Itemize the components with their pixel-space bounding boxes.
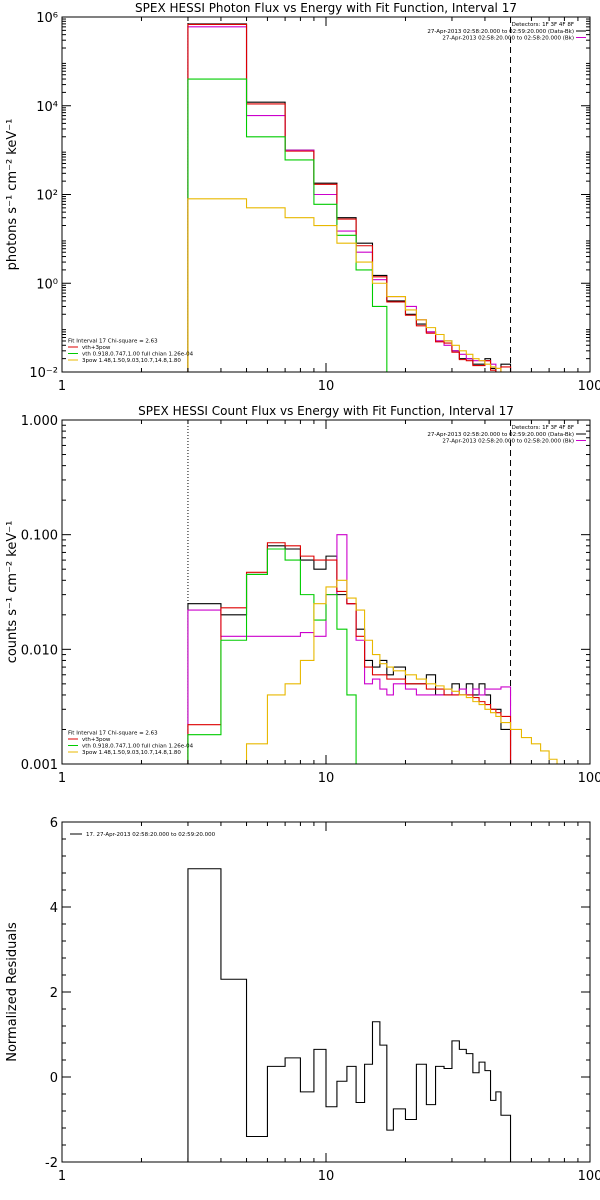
series-line-4 <box>187 78 406 372</box>
legend-entry-text: 3pow 1.48,1.50,9.03,10.7,14.8,1.80 <box>82 750 181 756</box>
series-line-3 <box>187 23 512 372</box>
y-tick-label: 10⁰ <box>36 277 58 292</box>
y-tick-label: 10⁻² <box>29 366 58 381</box>
legend-bottom-left: Fit Interval 17 Chi-square = 2.63vth+3po… <box>68 339 194 364</box>
legend-entry-text: vth 0.918,0.747,1.00 full chian 1.26e-04 <box>82 352 194 358</box>
legend-entry-text: 27-Apr-2013 02:58:20.000 to 02:59:20.000… <box>427 432 574 438</box>
y-tick-label: 0.010 <box>21 643 58 658</box>
x-tick-label: 100 <box>578 379 600 394</box>
plot-data <box>187 17 541 372</box>
y-axis-label: photons s⁻¹ cm⁻² keV⁻¹ <box>5 119 20 271</box>
x-tick-label: 1 <box>58 379 66 394</box>
legend-entry-text: 27-Apr-2013 02:58:20.000 to 02:58:20.000… <box>442 439 574 445</box>
chart-title: SPEX HESSI Photon Flux vs Energy with Fi… <box>135 1 517 15</box>
x-tick-label: 10 <box>318 1169 335 1184</box>
plot-data <box>187 420 578 764</box>
x-tick-label: 100 <box>578 1169 600 1184</box>
y-tick-label: 10⁶ <box>36 11 58 26</box>
y-tick-label: 2 <box>50 986 58 1001</box>
legend-header: Detectors: 1F 3F 4F 8F <box>512 425 574 431</box>
chart-panel-3: Normalized Residuals 1 10 100 -2 0 2 4 6 17. 27-A… <box>5 816 600 1184</box>
x-tick-label: 10 <box>318 379 335 394</box>
legend-entry-text: vth+3pow <box>82 345 111 351</box>
series-line-1 <box>187 868 512 1162</box>
plot-data <box>187 868 512 1162</box>
legend-entry-text: 17. 27-Apr-2013 02:58:20.000 to 02:59:20… <box>86 832 216 838</box>
legend-header: Fit Interval 17 Chi-square = 2.63 <box>68 731 158 737</box>
y-axis-label: counts s⁻¹ cm⁻² keV⁻¹ <box>5 521 20 664</box>
chart-panel-2: SPEX HESSI Count Flux vs Energy with Fit… <box>5 404 600 786</box>
x-tick-label: 10 <box>318 771 335 786</box>
y-tick-label: 6 <box>50 816 58 831</box>
legend-top-left: 17. 27-Apr-2013 02:58:20.000 to 02:59:20… <box>70 832 216 838</box>
legend-entry-text: 3pow 1.48,1.50,9.03,10.7,14.8,1.80 <box>82 358 181 364</box>
series-line-5 <box>187 579 578 764</box>
series-line-2 <box>187 534 512 764</box>
legend-header: Detectors: 1F 3F 4F 8F <box>512 22 574 28</box>
y-tick-label: 0.001 <box>21 758 58 773</box>
series-line-1 <box>187 23 512 372</box>
legend-entry-text: vth 0.918,0.747,1.00 full chian 1.26e-04 <box>82 744 194 750</box>
y-tick-label: 4 <box>50 901 58 916</box>
legend-entry-text: 27-Apr-2013 02:58:20.000 to 02:58:20.000… <box>442 36 574 42</box>
x-tick-label: 1 <box>58 771 66 786</box>
plot-frame <box>61 821 591 1163</box>
series-line-5 <box>187 198 541 372</box>
legend-entry-text: vth+3pow <box>82 737 111 743</box>
y-tick-label: 1.000 <box>21 414 58 429</box>
y-tick-label: 0 <box>50 1071 58 1086</box>
chart-panel-1: SPEX HESSI Photon Flux vs Energy with Fi… <box>5 1 600 394</box>
y-tick-label: -2 <box>45 1156 58 1171</box>
legend-header: Fit Interval 17 Chi-square = 2.63 <box>68 339 158 345</box>
legend-entry-text: 27-Apr-2013 02:58:20.000 to 02:59:20.000… <box>427 29 574 35</box>
y-tick-label: 0.100 <box>21 529 58 544</box>
y-tick-label: 10² <box>36 189 58 204</box>
series-line-4 <box>187 548 365 764</box>
x-tick-label: 1 <box>58 1169 66 1184</box>
legend-bottom-left: Fit Interval 17 Chi-square = 2.63vth+3po… <box>68 731 194 756</box>
y-axis-label: Normalized Residuals <box>5 922 20 1062</box>
series-line-1 <box>187 545 512 764</box>
series-line-3 <box>187 542 512 764</box>
y-tick-label: 10⁴ <box>36 100 58 115</box>
chart-title: SPEX HESSI Count Flux vs Energy with Fit… <box>138 404 514 418</box>
x-tick-label: 100 <box>578 771 600 786</box>
